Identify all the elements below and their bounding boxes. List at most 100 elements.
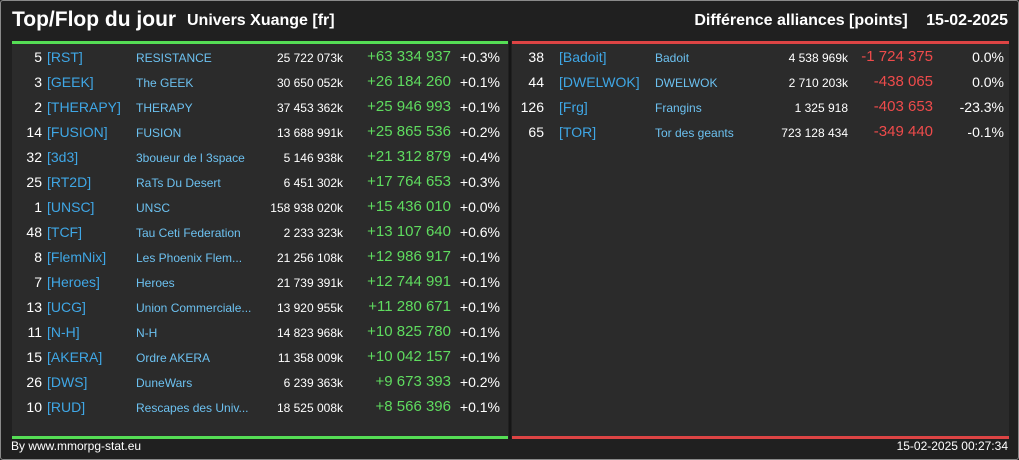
diff-cell: +21 312 879 (367, 148, 451, 165)
alliance-tag-link[interactable]: [N-H] (47, 324, 80, 340)
points-cell: 30 650 052k (276, 76, 343, 90)
points-cell: 21 256 108k (276, 251, 343, 265)
points-cell: 18 525 008k (276, 401, 343, 415)
diff-cell: +13 107 640 (367, 223, 451, 240)
alliance-name-link[interactable]: UNSC (136, 201, 171, 215)
footer-source[interactable]: By www.mmorpg-stat.eu (11, 439, 142, 453)
alliance-tag-link[interactable]: [Heroes] (47, 274, 100, 290)
points-cell: 21 739 391k (276, 276, 343, 290)
diff-cell: -349 440 (873, 123, 933, 140)
alliance-tag-link[interactable]: [AKERA] (47, 349, 103, 365)
percent-cell: +0.1% (459, 399, 500, 415)
page-title: Top/Flop du jour (12, 8, 177, 31)
points-cell: 723 128 434 (781, 126, 848, 140)
header-date: 15-02-2025 (926, 12, 1008, 29)
rank-cell: 44 (528, 74, 544, 90)
points-cell: 11 358 009k (277, 351, 343, 365)
diff-cell: -1 724 375 (861, 48, 933, 65)
diff-cell: +11 280 671 (368, 298, 451, 315)
points-cell: 4 538 969k (788, 51, 848, 65)
percent-cell: +0.1% (459, 324, 500, 340)
alliance-name-link[interactable]: Tau Ceti Federation (136, 226, 241, 240)
alliance-name-link[interactable]: Les Phoenix Flem... (136, 251, 243, 265)
alliance-name-link[interactable]: Rescapes des Univ... (136, 401, 249, 415)
alliance-name-link[interactable]: Badoit (655, 51, 690, 65)
top-row: 13 [UCG] Union Commerciale... 13 920 955k +1… (12, 294, 508, 319)
top-row: 48 [TCF] Tau Ceti Federation 2 233 323k +13 … (12, 219, 508, 244)
rank-cell: 2 (34, 99, 42, 115)
alliance-tag-link[interactable]: [UCG] (47, 299, 86, 315)
alliance-tag-link[interactable]: [THERAPY] (47, 99, 121, 115)
universe-label: Univers Xuange [fr] (187, 12, 335, 29)
header-right: Différence alliances [points] 15-02-2025 (694, 12, 1008, 30)
alliance-tag-link[interactable]: [Badoit] (559, 49, 607, 65)
points-cell: 5 146 938k (283, 151, 343, 165)
top-row: 26 [DWS] DuneWars 6 239 363k +9 673 393 +0.2% (12, 369, 508, 394)
diff-cell: +9 673 393 (375, 373, 452, 390)
diff-cell: +12 744 991 (367, 273, 451, 290)
flop-row: 126 [Frg] Frangins 1 325 918 -403 653 -23.3% (512, 94, 1009, 119)
top-panel: 5 [RST] RESISTANCE 25 722 073k +63 334 937 +0… (12, 41, 508, 439)
rank-cell: 38 (528, 49, 544, 65)
alliance-tag-link[interactable]: [FlemNix] (47, 249, 107, 265)
percent-cell: 0.0% (972, 74, 1004, 90)
top-row: 3 [GEEK] The GEEK 30 650 052k +26 184 260 +0.… (12, 69, 508, 94)
points-cell: 158 938 020k (270, 201, 343, 215)
rank-cell: 32 (26, 149, 42, 165)
points-cell: 6 451 302k (283, 176, 343, 190)
rank-cell: 14 (26, 124, 42, 140)
percent-cell: +0.1% (459, 249, 500, 265)
points-cell: 13 920 955k (276, 301, 343, 315)
alliance-tag-link[interactable]: [TCF] (47, 224, 82, 240)
points-cell: 37 453 362k (276, 101, 343, 115)
alliance-tag-link[interactable]: [RUD] (47, 399, 86, 415)
alliance-name-link[interactable]: 3boueur de l 3space (136, 151, 245, 165)
alliance-name-link[interactable]: FUSION (136, 126, 182, 140)
alliance-tag-link[interactable]: [Frg] (559, 99, 588, 115)
alliance-tag-link[interactable]: [DWS] (47, 374, 88, 390)
alliance-name-link[interactable]: DuneWars (136, 376, 193, 390)
top-row: 15 [AKERA] Ordre AKERA 11 358 009k +10 042 1… (12, 344, 508, 369)
diff-cell: +15 436 010 (367, 198, 451, 215)
percent-cell: +0.4% (459, 149, 500, 165)
alliance-name-link[interactable]: THERAPY (136, 101, 193, 115)
alliance-tag-link[interactable]: [RST] (47, 49, 83, 65)
rank-cell: 8 (34, 249, 42, 265)
alliance-name-link[interactable]: Frangins (655, 101, 702, 115)
percent-cell: -23.3% (959, 99, 1004, 115)
alliance-name-link[interactable]: Ordre AKERA (136, 351, 211, 365)
points-cell: 2 710 203k (788, 76, 848, 90)
top-row: 1 [UNSC] UNSC 158 938 020k +15 436 010 +0.0% (12, 194, 508, 219)
alliance-name-link[interactable]: N-H (136, 326, 158, 340)
alliance-tag-link[interactable]: [DWELWOK] (559, 74, 640, 90)
top-row: 25 [RT2D] RaTs Du Desert 6 451 302k +17 764 … (12, 169, 508, 194)
alliance-name-link[interactable]: Tor des geants (655, 126, 734, 140)
alliance-name-link[interactable]: RESISTANCE (136, 51, 212, 65)
alliance-tag-link[interactable]: [GEEK] (47, 74, 94, 90)
points-cell: 2 233 323k (283, 226, 343, 240)
alliance-name-link[interactable]: Heroes (136, 276, 175, 290)
alliance-name-link[interactable]: RaTs Du Desert (136, 176, 221, 190)
flop-row: 44 [DWELWOK] DWELWOK 2 710 203k -438 065 0.0% (512, 69, 1009, 94)
alliance-name-link[interactable]: Union Commerciale... (136, 301, 252, 315)
top-row: 11 [N-H] N-H 14 823 968k +10 825 780 +0.1% (12, 319, 508, 344)
alliance-name-link[interactable]: DWELWOK (655, 76, 718, 90)
header: Top/Flop du jour Univers Xuange [fr] Dif… (1, 1, 1018, 41)
rank-cell: 3 (34, 74, 42, 90)
alliance-tag-link[interactable]: [RT2D] (47, 174, 92, 190)
alliance-tag-link[interactable]: [UNSC] (47, 199, 95, 215)
rank-cell: 13 (26, 299, 42, 315)
rank-cell: 25 (26, 174, 42, 190)
alliance-name-link[interactable]: The GEEK (136, 76, 194, 90)
rank-cell: 65 (528, 124, 544, 140)
alliance-tag-link[interactable]: [3d3] (47, 149, 79, 165)
rank-cell: 26 (26, 374, 42, 390)
diff-cell: +25 946 993 (367, 98, 451, 115)
top-row: 7 [Heroes] Heroes 21 739 391k +12 744 991 +0.… (12, 269, 508, 294)
alliance-tag-link[interactable]: [TOR] (559, 124, 597, 140)
percent-cell: +0.1% (459, 74, 500, 90)
alliance-tag-link[interactable]: [FUSION] (47, 124, 108, 140)
diff-cell: +63 334 937 (367, 48, 451, 65)
percent-cell: +0.3% (459, 174, 500, 190)
rank-cell: 11 (27, 324, 42, 340)
